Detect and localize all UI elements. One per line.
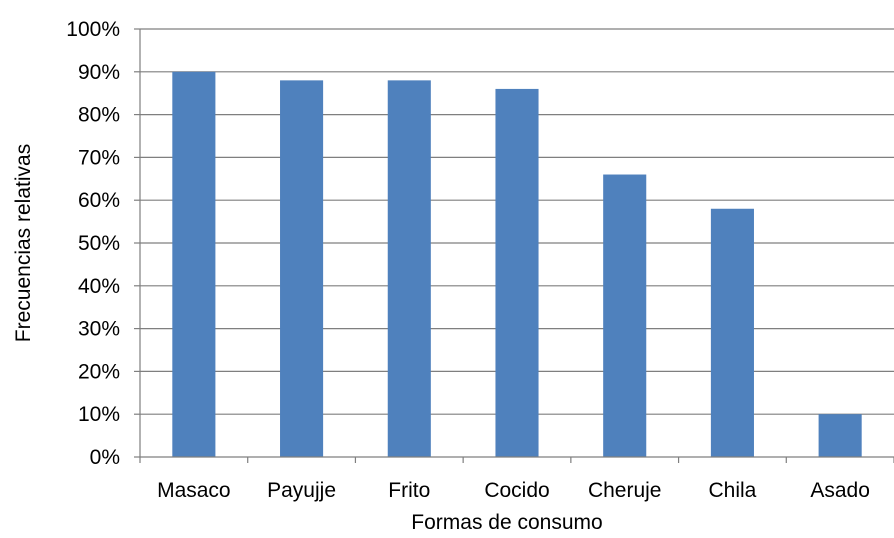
axes <box>134 28 894 463</box>
y-axis-title: Frecuencias relativas <box>12 144 35 342</box>
x-tick-label: Cocido <box>484 479 549 502</box>
bar-payujje <box>280 80 324 458</box>
y-tick-label: 70% <box>78 146 120 169</box>
y-tick-label: 20% <box>78 360 120 383</box>
bar-cheruje <box>603 174 647 457</box>
y-tick-label: 10% <box>78 403 120 426</box>
y-tick-label: 30% <box>78 318 120 341</box>
bar-chila <box>710 208 754 457</box>
y-tick-label: 80% <box>78 104 120 127</box>
bar-masaco <box>172 71 216 458</box>
y-tick-label: 50% <box>78 232 120 255</box>
y-tick-label: 60% <box>78 189 120 212</box>
y-tick-label: 0% <box>90 446 120 469</box>
bar-cocido <box>495 88 539 458</box>
bar-frito <box>387 80 431 458</box>
bar-asado <box>818 414 862 457</box>
y-tick-label: 90% <box>78 61 120 84</box>
y-tick-label: 100% <box>66 18 120 41</box>
y-tick-label: 40% <box>78 275 120 298</box>
x-tick-label: Cheruje <box>588 479 662 502</box>
x-tick-label: Payujje <box>267 479 336 502</box>
x-tick-label: Masaco <box>157 479 231 502</box>
y-tick-labels: 0% 10% 20% 30% 40% 50% 60% 70% 80% 90% 100% <box>66 18 120 469</box>
bars <box>172 71 862 458</box>
x-category-labels: Masaco Payujje Frito Cocido Cheruje Chila Asad… <box>157 479 870 502</box>
x-tick-label: Frito <box>388 479 430 502</box>
x-tick-label: Chila <box>708 479 756 502</box>
x-axis-title: Formas de consumo <box>411 511 602 534</box>
x-tick-label: Asado <box>810 479 870 502</box>
